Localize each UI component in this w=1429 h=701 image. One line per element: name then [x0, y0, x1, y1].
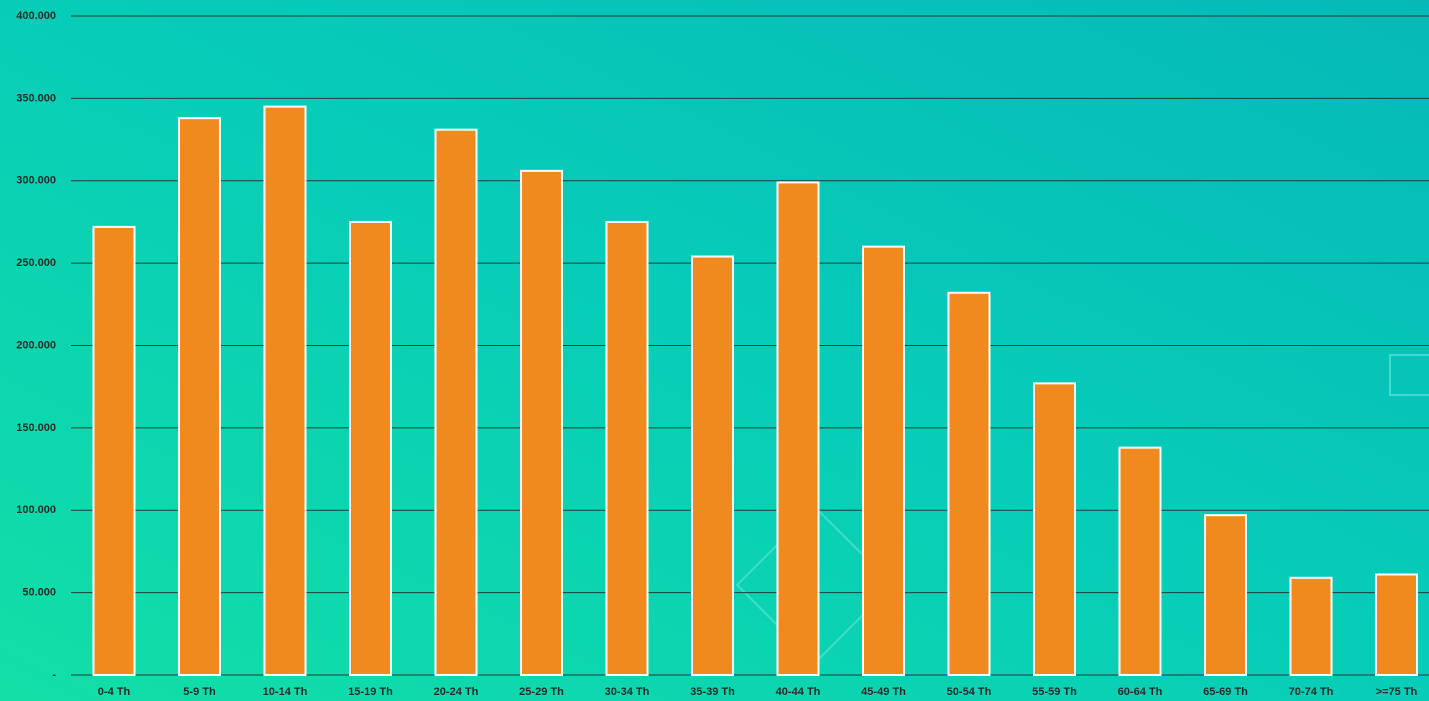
- decoration: [735, 505, 895, 665]
- y-tick-label: 150.000: [16, 422, 56, 434]
- y-tick-label: -: [52, 669, 56, 681]
- y-tick-label: 50.000: [22, 587, 56, 599]
- x-tick-label: >=75 Th: [1376, 686, 1418, 698]
- bar: [862, 245, 905, 676]
- x-tick-label: 10-14 Th: [263, 686, 308, 698]
- x-tick-label: 55-59 Th: [1032, 686, 1077, 698]
- x-tick-label: 70-74 Th: [1289, 686, 1334, 698]
- bar: [947, 291, 991, 676]
- y-tick-label: 400.000: [16, 10, 56, 22]
- x-tick-label: 45-49 Th: [861, 686, 906, 698]
- bar: [520, 169, 563, 677]
- x-tick-label: 60-64 Th: [1118, 686, 1163, 698]
- x-tick-label: 30-34 Th: [605, 686, 650, 698]
- x-tick-label: 0-4 Th: [98, 686, 131, 698]
- bar: [1375, 573, 1418, 676]
- bar: [1118, 446, 1162, 676]
- bar: [434, 128, 478, 677]
- x-tick-label: 25-29 Th: [519, 686, 564, 698]
- decoration: [1389, 354, 1429, 396]
- bar: [178, 117, 221, 676]
- bar: [776, 181, 820, 677]
- y-tick-label: 300.000: [16, 175, 56, 187]
- bar: [605, 220, 649, 676]
- y-tick-label: 350.000: [16, 92, 56, 104]
- bar: [1289, 576, 1333, 676]
- bar: [92, 225, 136, 676]
- bar: [1033, 382, 1076, 676]
- x-tick-label: 50-54 Th: [947, 686, 992, 698]
- bar: [691, 255, 734, 676]
- x-tick-label: 65-69 Th: [1203, 686, 1248, 698]
- y-tick-label: 250.000: [16, 257, 56, 269]
- bar: [349, 220, 392, 676]
- y-tick-label: 100.000: [16, 504, 56, 516]
- x-tick-label: 35-39 Th: [690, 686, 735, 698]
- bar: [263, 105, 307, 677]
- x-tick-label: 20-24 Th: [434, 686, 479, 698]
- x-tick-label: 40-44 Th: [776, 686, 821, 698]
- bar: [1204, 514, 1247, 676]
- y-tick-label: 200.000: [16, 339, 56, 351]
- x-tick-label: 5-9 Th: [183, 686, 216, 698]
- x-tick-label: 15-19 Th: [348, 686, 393, 698]
